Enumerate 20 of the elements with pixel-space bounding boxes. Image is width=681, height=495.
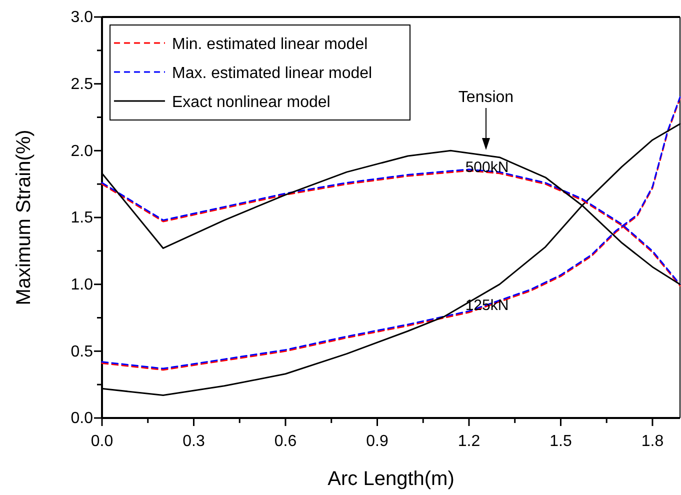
x-axis-title: Arc Length(m) (328, 468, 454, 490)
y-tick-label: 2.0 (70, 142, 94, 160)
y-tick-label: 1.5 (70, 210, 94, 227)
x-tick-label: 0.0 (90, 433, 114, 450)
x-tick-label: 0.3 (182, 433, 205, 450)
x-tick-label: 0.6 (274, 433, 297, 450)
legend-label: Min. estimated linear model (172, 36, 368, 53)
y-tick-label: 3.0 (70, 9, 94, 26)
y-tick-label: 2.5 (70, 76, 94, 93)
x-tick-label: 1.2 (458, 433, 480, 450)
x-tick-label: 0.9 (366, 433, 388, 450)
y-axis-title: Maximum Strain(%) (13, 130, 35, 306)
x-tick-label: 1.5 (550, 433, 572, 450)
y-tick-label: 1.0 (70, 276, 94, 294)
y-tick-label: 0.5 (70, 343, 94, 360)
legend-label: Max. estimated linear model (172, 65, 372, 82)
legend-label: Exact nonlinear model (172, 94, 330, 111)
annotation: Tension (458, 89, 514, 106)
x-tick-label: 1.8 (641, 433, 664, 450)
y-tick-label: 0.0 (70, 410, 94, 428)
